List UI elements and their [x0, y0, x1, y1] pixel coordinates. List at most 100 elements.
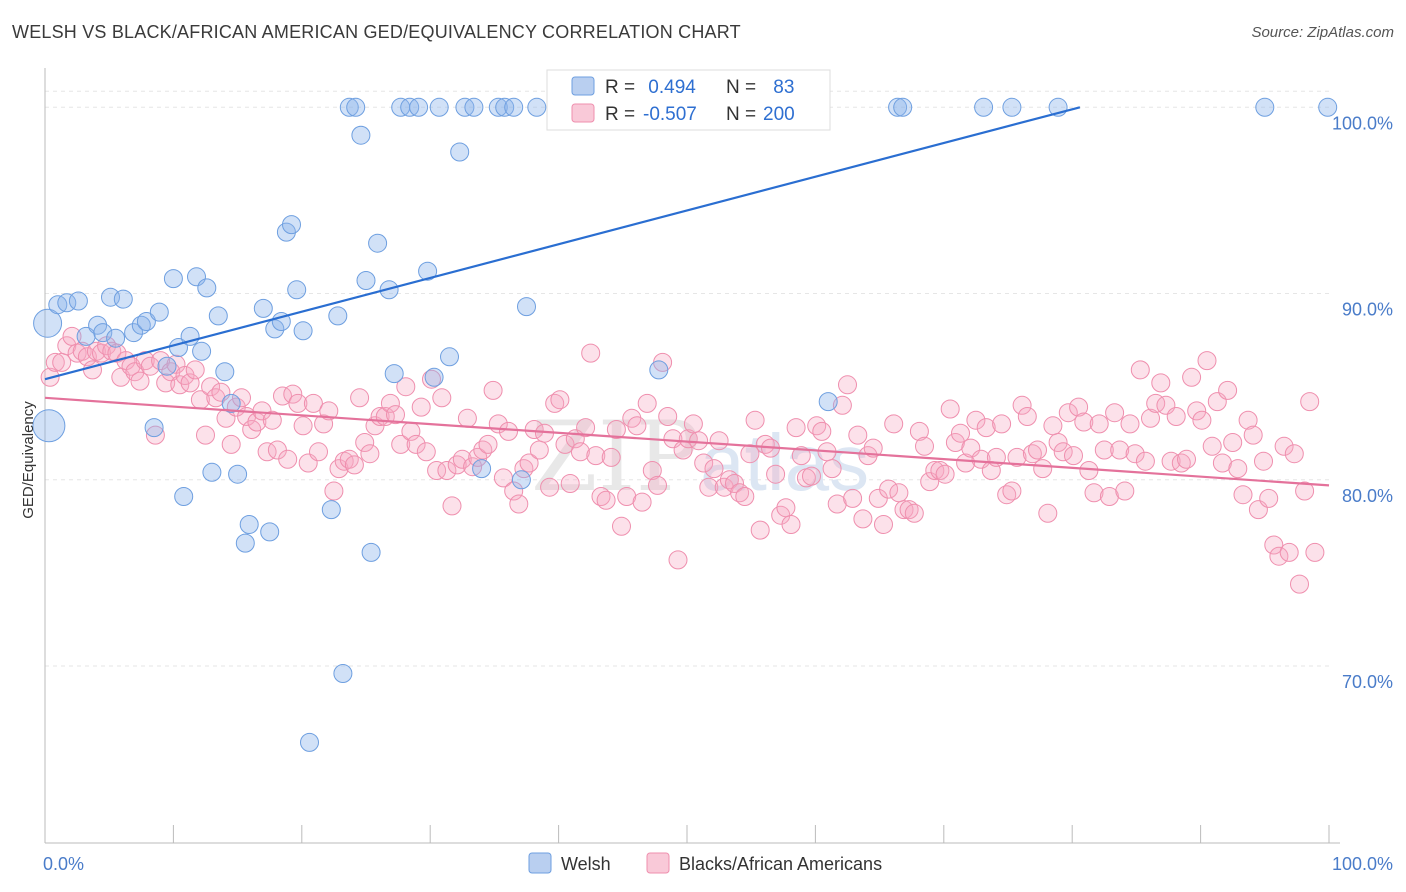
point-welsh: [208, 306, 228, 326]
point-black: [140, 356, 160, 376]
point-welsh: [163, 269, 183, 289]
point-black: [781, 515, 801, 534]
series-legend-swatch-welsh: [528, 852, 552, 874]
point-black: [1238, 410, 1258, 430]
point-welsh: [221, 393, 241, 413]
point-welsh: [239, 515, 259, 534]
point-black: [935, 464, 955, 484]
point-black: [1125, 444, 1145, 464]
point-black: [1058, 403, 1078, 423]
point-black: [853, 509, 873, 529]
point-black: [709, 431, 729, 451]
point-black: [1233, 485, 1253, 505]
point-welsh: [450, 142, 470, 162]
point-black: [1089, 414, 1109, 434]
point-welsh: [253, 298, 273, 318]
point-welsh: [409, 97, 429, 117]
point-black: [278, 449, 298, 469]
point-welsh: [893, 97, 913, 117]
point-welsh: [346, 97, 366, 117]
point-black: [432, 388, 452, 408]
point-black: [1038, 503, 1058, 523]
point-welsh: [93, 323, 113, 343]
y-axis-label: GED/Equivalency: [20, 401, 37, 519]
point-black: [324, 481, 344, 501]
point-black: [1053, 442, 1073, 462]
legend-swatch-welsh: [571, 76, 595, 96]
point-black: [1135, 451, 1155, 471]
point-black: [725, 474, 744, 493]
point-black: [130, 371, 150, 391]
point-black: [1243, 425, 1263, 445]
point-black: [1115, 481, 1135, 501]
point-black: [1161, 451, 1181, 471]
point-black: [904, 503, 924, 523]
point-black: [1022, 444, 1042, 464]
point-black: [1069, 397, 1089, 417]
point-black: [755, 434, 775, 454]
point-welsh: [157, 356, 177, 376]
point-black: [309, 442, 328, 462]
legend-n-label-welsh: N =: [726, 77, 756, 98]
point-black: [838, 375, 857, 395]
stats-legend: R = 0.494 N = 83 R = -0.507 N = 200: [546, 69, 831, 131]
point-welsh: [356, 271, 376, 290]
point-welsh: [113, 289, 133, 309]
point-welsh: [300, 732, 319, 752]
point-black: [791, 446, 811, 466]
point-black: [411, 397, 431, 417]
point-black: [1264, 535, 1284, 555]
point-welsh: [488, 97, 508, 117]
legend-n-label-black: N =: [726, 104, 756, 125]
point-black: [350, 388, 370, 408]
legend-r-value-black: -0.507: [643, 104, 697, 125]
point-black: [683, 414, 703, 434]
point-black: [642, 461, 662, 480]
point-welsh: [464, 97, 484, 117]
point-black: [406, 434, 426, 454]
point-black: [894, 500, 914, 520]
y-tick-label: 100.0%: [1332, 113, 1393, 133]
point-welsh: [260, 522, 280, 542]
point-welsh: [33, 308, 63, 338]
point-black: [899, 500, 919, 520]
y-tick-label: 70.0%: [1342, 672, 1393, 692]
point-black: [1033, 459, 1053, 479]
trend-line-black: [44, 396, 1330, 487]
point-black: [612, 516, 631, 536]
point-black: [909, 421, 929, 441]
point-black: [422, 369, 441, 389]
series-welsh-points: [32, 97, 1338, 752]
series-black-points: [40, 326, 1325, 594]
point-welsh: [235, 533, 255, 553]
point-welsh: [215, 362, 235, 382]
point-black: [1197, 351, 1217, 371]
point-black: [1182, 367, 1202, 387]
point-welsh: [68, 291, 88, 311]
x-tick-label-min: 0.0%: [43, 854, 84, 874]
point-welsh: [293, 321, 313, 341]
point-black: [601, 447, 621, 467]
point-welsh: [287, 280, 307, 300]
point-black: [473, 440, 493, 460]
point-black: [1028, 440, 1047, 460]
point-black: [360, 444, 380, 464]
point-black: [437, 461, 457, 480]
point-black: [499, 421, 518, 441]
point-black: [776, 498, 796, 518]
x-tick-labels: 0.0% 100.0%: [43, 854, 1393, 874]
point-black: [1012, 395, 1032, 415]
point-black: [1048, 433, 1068, 452]
point-black: [591, 487, 611, 506]
point-black: [529, 440, 549, 460]
point-black: [719, 470, 739, 490]
point-black: [822, 459, 842, 479]
series-legend: Welsh Blacks/African Americans: [528, 852, 882, 874]
point-welsh: [818, 392, 838, 412]
point-black: [704, 459, 724, 479]
point-welsh: [517, 297, 536, 317]
point-black: [72, 341, 92, 361]
point-black: [699, 477, 719, 497]
point-black: [832, 395, 852, 415]
point-black: [550, 390, 570, 410]
